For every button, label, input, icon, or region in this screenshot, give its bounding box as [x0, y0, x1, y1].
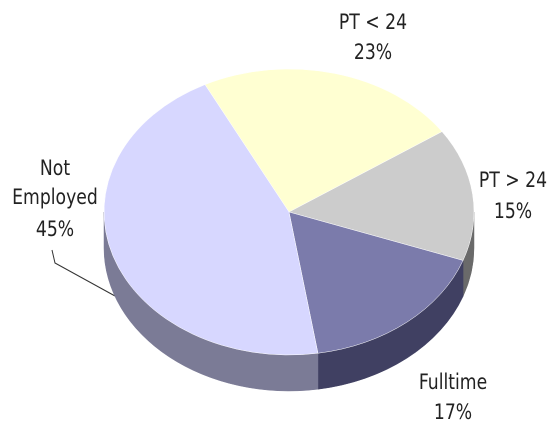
slice	[288, 211, 464, 354]
slice-label: Not Employed	[12, 156, 98, 209]
slice	[204, 68, 443, 213]
value-label: 15%	[493, 199, 533, 223]
value-label: 45%	[35, 217, 75, 241]
leader-line	[51, 249, 116, 297]
slice-label: Fulltime	[418, 370, 488, 394]
slice	[103, 84, 319, 356]
slice-label: PT > 24	[478, 168, 548, 192]
value-label: 17%	[433, 400, 473, 424]
slice-label: PT < 24	[338, 10, 408, 34]
value-label: 23%	[353, 40, 393, 64]
slice	[288, 131, 475, 261]
